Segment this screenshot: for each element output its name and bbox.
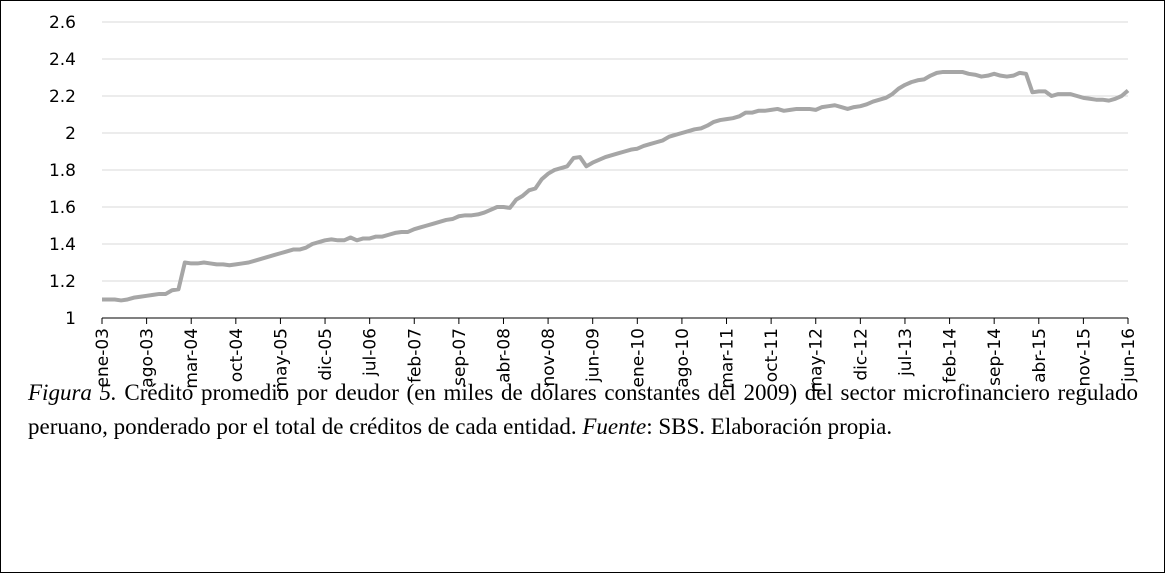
x-tick-label: dic-05 [316, 328, 336, 381]
y-tick-label: 1 [65, 309, 76, 329]
x-tick-label: may-12 [807, 328, 827, 393]
y-tick-label: 1.6 [49, 198, 76, 218]
y-tick-label: 2.2 [49, 87, 76, 107]
x-tick-label: mar-04 [182, 328, 202, 389]
x-tick-label: jul-06 [361, 328, 381, 377]
x-tick-label: ene-03 [93, 328, 113, 387]
x-tick-label: nov-08 [539, 328, 559, 387]
data-line [102, 69, 1130, 303]
x-tick-label: jun-09 [584, 328, 604, 383]
x-tick-label: sep-07 [450, 328, 470, 386]
x-tick-label: may-05 [271, 328, 291, 393]
x-tick-label: abr-08 [494, 328, 514, 383]
x-tick-label: oct-04 [227, 328, 247, 382]
x-tick-label: ene-10 [628, 328, 648, 387]
x-tick-label: sep-14 [985, 328, 1005, 386]
x-tick-label: jun-16 [1119, 328, 1139, 383]
y-tick-label: 1.8 [49, 161, 76, 181]
x-tick-label: feb-14 [941, 328, 961, 383]
x-tick-label: feb-07 [405, 328, 425, 383]
x-tick-label: mar-11 [718, 328, 738, 389]
x-tick-label: abr-15 [1030, 328, 1050, 383]
x-tick-label: ago-10 [673, 328, 693, 388]
y-tick-label: 1.2 [49, 272, 76, 292]
y-tick-label: 2.6 [49, 13, 76, 33]
x-tick-label: ago-03 [138, 328, 158, 388]
source-label: Fuente [582, 414, 647, 439]
y-tick-label: 2.4 [49, 50, 76, 70]
figure-label: Figura 5. [28, 380, 117, 405]
x-tick-label: nov-15 [1074, 328, 1094, 387]
y-tick-label: 2 [65, 124, 76, 144]
caption: Figura 5. Crédito promedio por deudor (e… [28, 376, 1138, 444]
x-tick-label: oct-11 [762, 328, 782, 382]
x-tick-label: dic-12 [851, 328, 871, 381]
caption-text: Crédito promedio por deudor (en miles de… [28, 380, 1139, 439]
x-tick-label: jul-13 [896, 328, 916, 377]
y-tick-label: 1.4 [49, 235, 76, 255]
source-text: : SBS. Elaboración propia. [646, 414, 893, 439]
